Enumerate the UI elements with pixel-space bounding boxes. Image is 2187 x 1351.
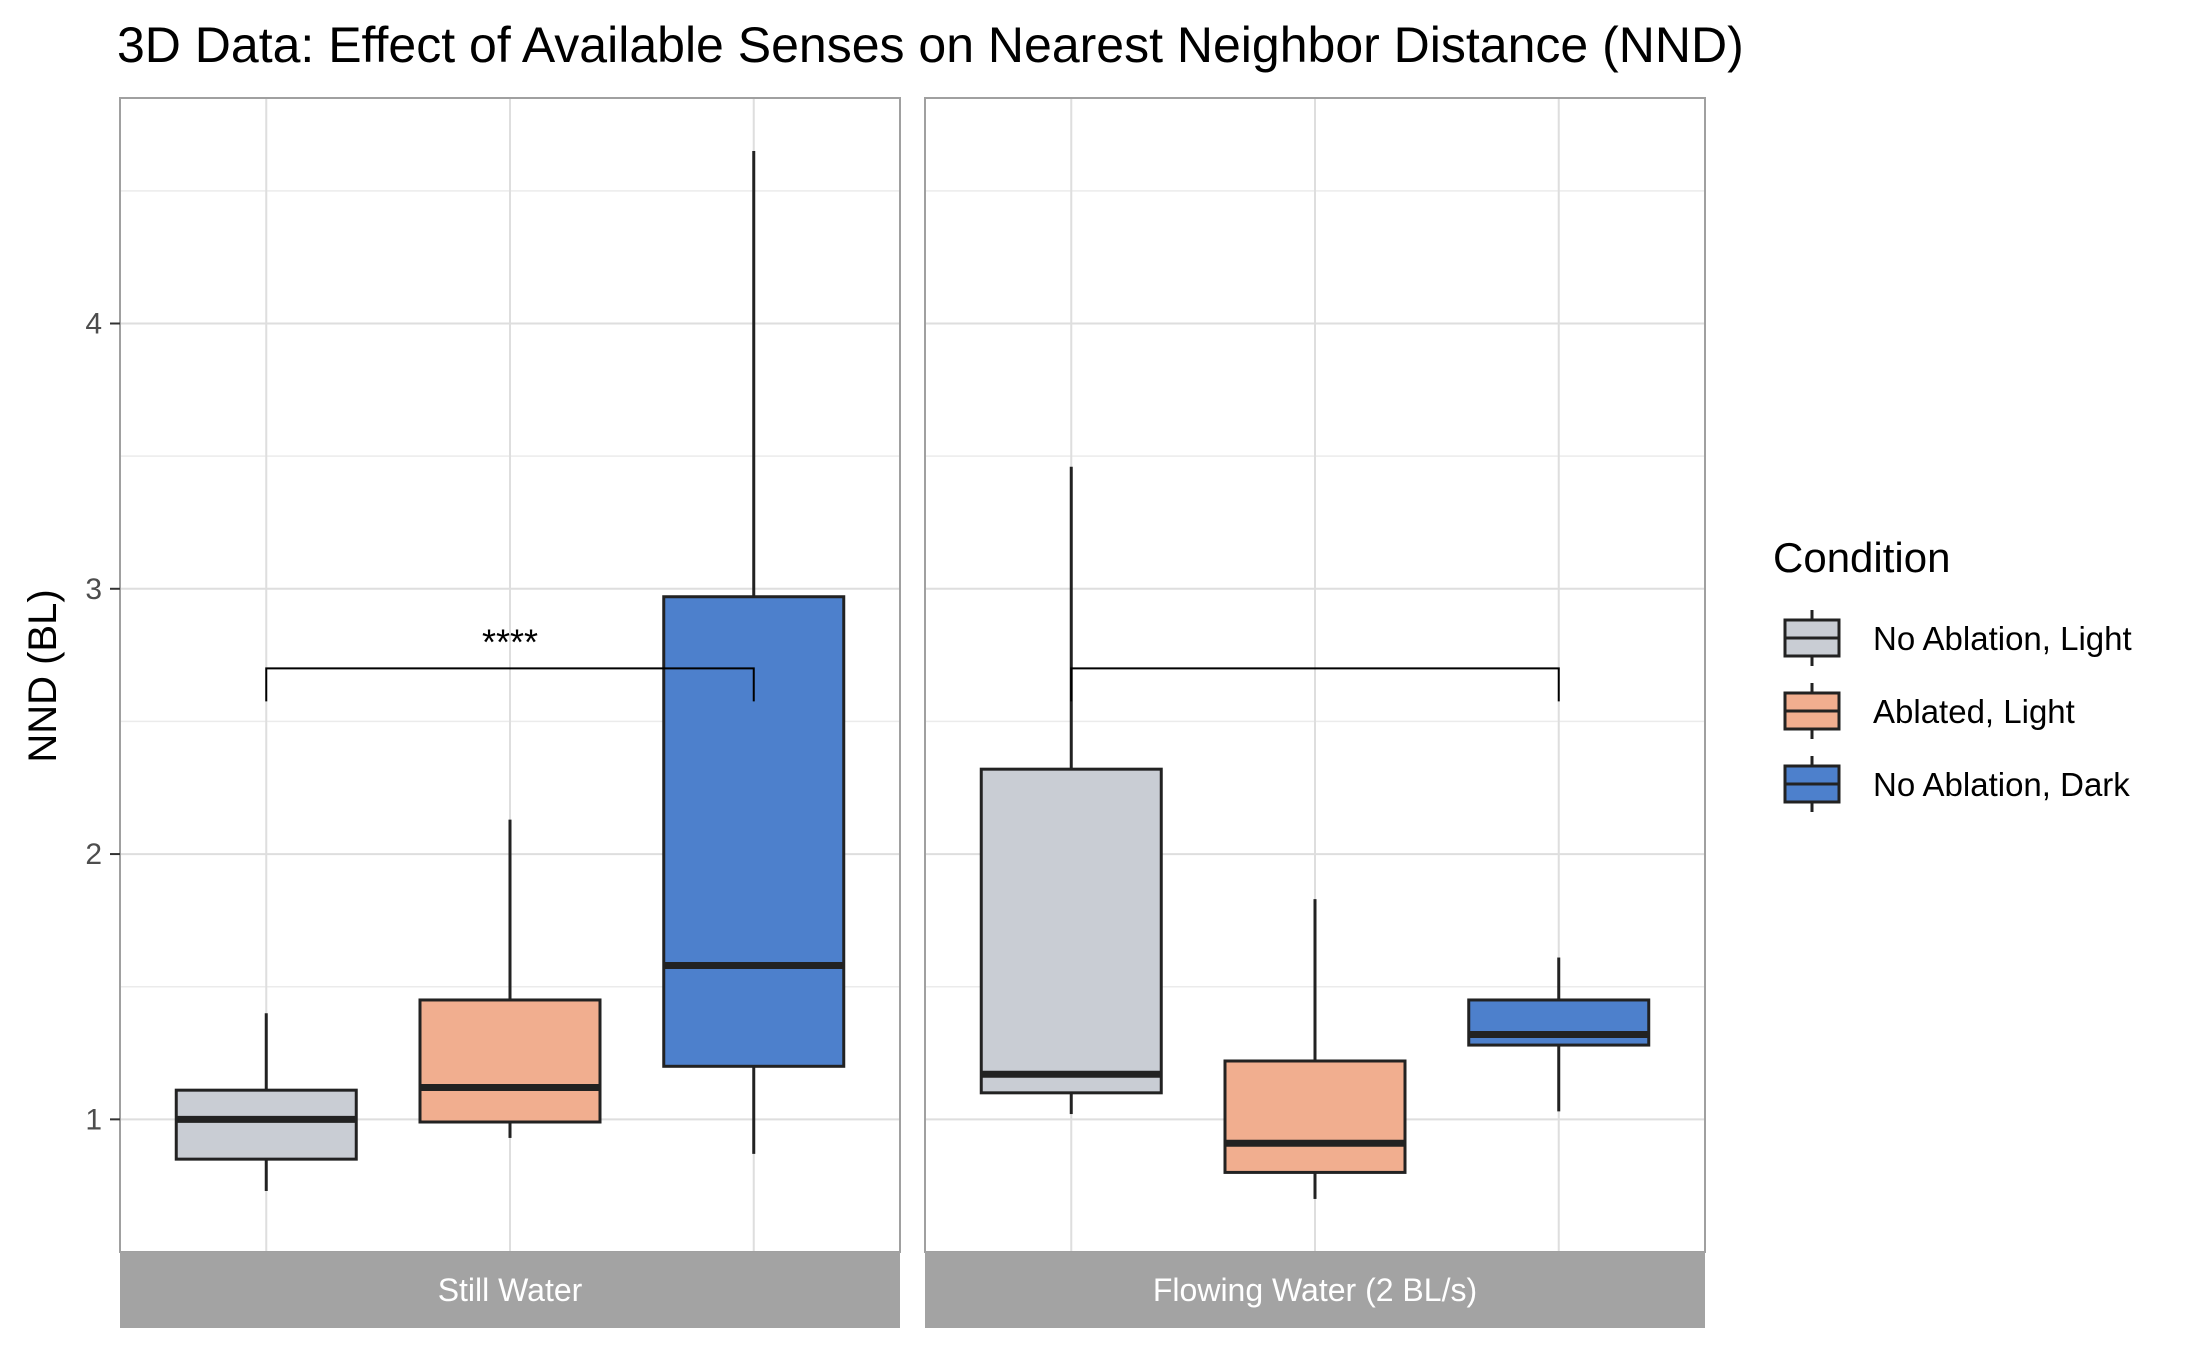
facet-strip [120, 1252, 900, 1328]
legend-title: Condition [1773, 534, 1950, 581]
facet-strip [925, 1252, 1705, 1328]
chart-title: 3D Data: Effect of Available Senses on N… [117, 17, 1744, 73]
y-tick-label: 4 [85, 307, 102, 340]
facet-strip-label: Still Water [438, 1272, 583, 1308]
y-tick-label: 2 [85, 838, 102, 871]
box-body [1467, 998, 1651, 1047]
box-body [174, 1088, 358, 1161]
y-tick-label: 3 [85, 573, 102, 606]
legend: Condition No Ablation, Light Ablated, Lig… [1773, 534, 2132, 812]
facet-panel: Flowing Water (2 BL/s) [924, 97, 1706, 1328]
box-body [1223, 1059, 1407, 1174]
box-2 [418, 819, 602, 1138]
facet-panel: **** Still Water [119, 97, 901, 1328]
y-axis-title: NND (BL) [21, 589, 65, 762]
box-1 [174, 1013, 358, 1191]
legend-item: Ablated, Light [1783, 683, 2075, 739]
box-2 [1223, 899, 1407, 1199]
box-body [662, 595, 846, 1068]
box-body [418, 998, 602, 1124]
legend-label: Ablated, Light [1873, 693, 2075, 730]
box-body [979, 767, 1163, 1095]
significance-bracket [265, 667, 755, 702]
significance-label: **** [482, 621, 538, 662]
significance-bracket [1070, 667, 1560, 702]
legend-label: No Ablation, Dark [1873, 766, 2130, 803]
box-3 [1467, 957, 1651, 1112]
facet-panels: **** Still Water Flowing Water (2 BL/s) [119, 97, 1706, 1328]
legend-item: No Ablation, Light [1783, 610, 2132, 666]
legend-label: No Ablation, Light [1873, 620, 2132, 657]
legend-item: No Ablation, Dark [1783, 756, 2130, 812]
box-1 [979, 466, 1163, 1115]
facet-strip-label: Flowing Water (2 BL/s) [1153, 1272, 1477, 1308]
y-tick-label: 1 [85, 1103, 102, 1136]
y-axis-ticks: 1 2 3 4 [85, 307, 120, 1136]
